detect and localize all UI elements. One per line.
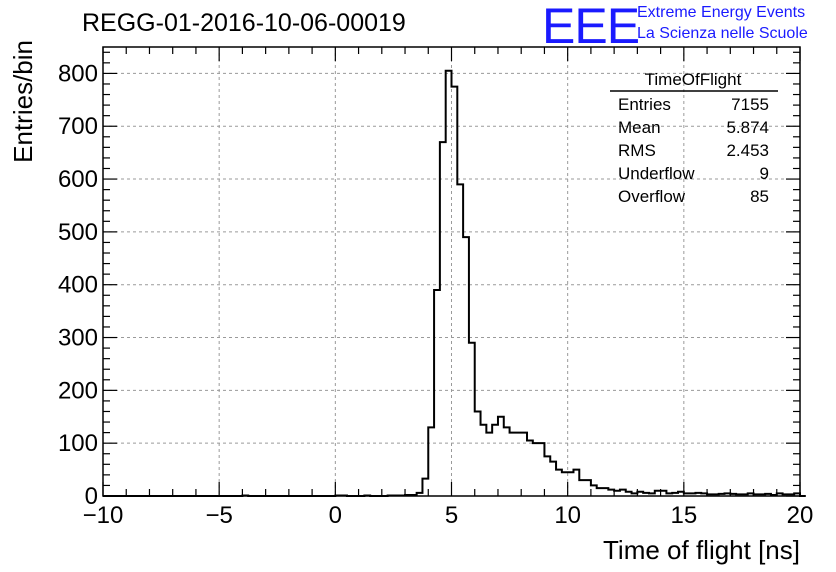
x-tick-label: 10 bbox=[554, 502, 581, 529]
y-tick-label: 800 bbox=[58, 60, 98, 87]
y-tick-label: 400 bbox=[58, 272, 98, 299]
y-tick-label: 0 bbox=[85, 483, 98, 510]
stats-row-label: Underflow bbox=[618, 164, 695, 183]
stats-row-label: RMS bbox=[618, 141, 656, 160]
logo-caption-line2: La Scienza nelle Scuole bbox=[637, 25, 808, 42]
stats-row-value: 9 bbox=[760, 164, 769, 183]
x-axis-label: Time of flight [ns] bbox=[603, 535, 800, 565]
y-axis: 0 100 200 300 400 500 600 700 800 bbox=[58, 51, 800, 510]
grid bbox=[103, 47, 800, 496]
stats-box-title: TimeOfFlight bbox=[645, 70, 742, 89]
stats-row-value: 85 bbox=[750, 187, 769, 206]
eee-logo: EEE bbox=[542, 0, 640, 54]
y-tick-label: 500 bbox=[58, 219, 98, 246]
x-axis: −10 −5 0 5 10 15 20 bbox=[83, 47, 814, 529]
x-tick-label: 15 bbox=[670, 502, 697, 529]
stats-row-value: 2.453 bbox=[726, 141, 769, 160]
y-tick-label: 100 bbox=[58, 430, 98, 457]
stats-row-value: 7155 bbox=[731, 95, 769, 114]
x-tick-label: 5 bbox=[445, 502, 458, 529]
x-tick-label: −5 bbox=[205, 502, 232, 529]
y-tick-label: 700 bbox=[58, 113, 98, 140]
stats-box: TimeOfFlight Entries 7155 Mean 5.874 RMS 2.45… bbox=[610, 70, 778, 206]
stats-row-value: 5.874 bbox=[726, 118, 769, 137]
y-tick-label: 600 bbox=[58, 166, 98, 193]
stats-row-label: Mean bbox=[618, 118, 661, 137]
histogram-line bbox=[103, 69, 806, 497]
chart-title: REGG-01-2016-10-06-00019 bbox=[82, 9, 406, 37]
y-axis-label: Entries/bin bbox=[8, 40, 38, 163]
stats-row-label: Overflow bbox=[618, 187, 686, 206]
logo-caption-line1: Extreme Energy Events bbox=[637, 4, 806, 21]
y-tick-label: 300 bbox=[58, 325, 98, 352]
x-tick-label: 0 bbox=[329, 502, 342, 529]
y-tick-label: 200 bbox=[58, 377, 98, 404]
x-tick-label: 20 bbox=[787, 502, 814, 529]
stats-row-label: Entries bbox=[618, 95, 671, 114]
x-tick-label: −10 bbox=[83, 502, 124, 529]
